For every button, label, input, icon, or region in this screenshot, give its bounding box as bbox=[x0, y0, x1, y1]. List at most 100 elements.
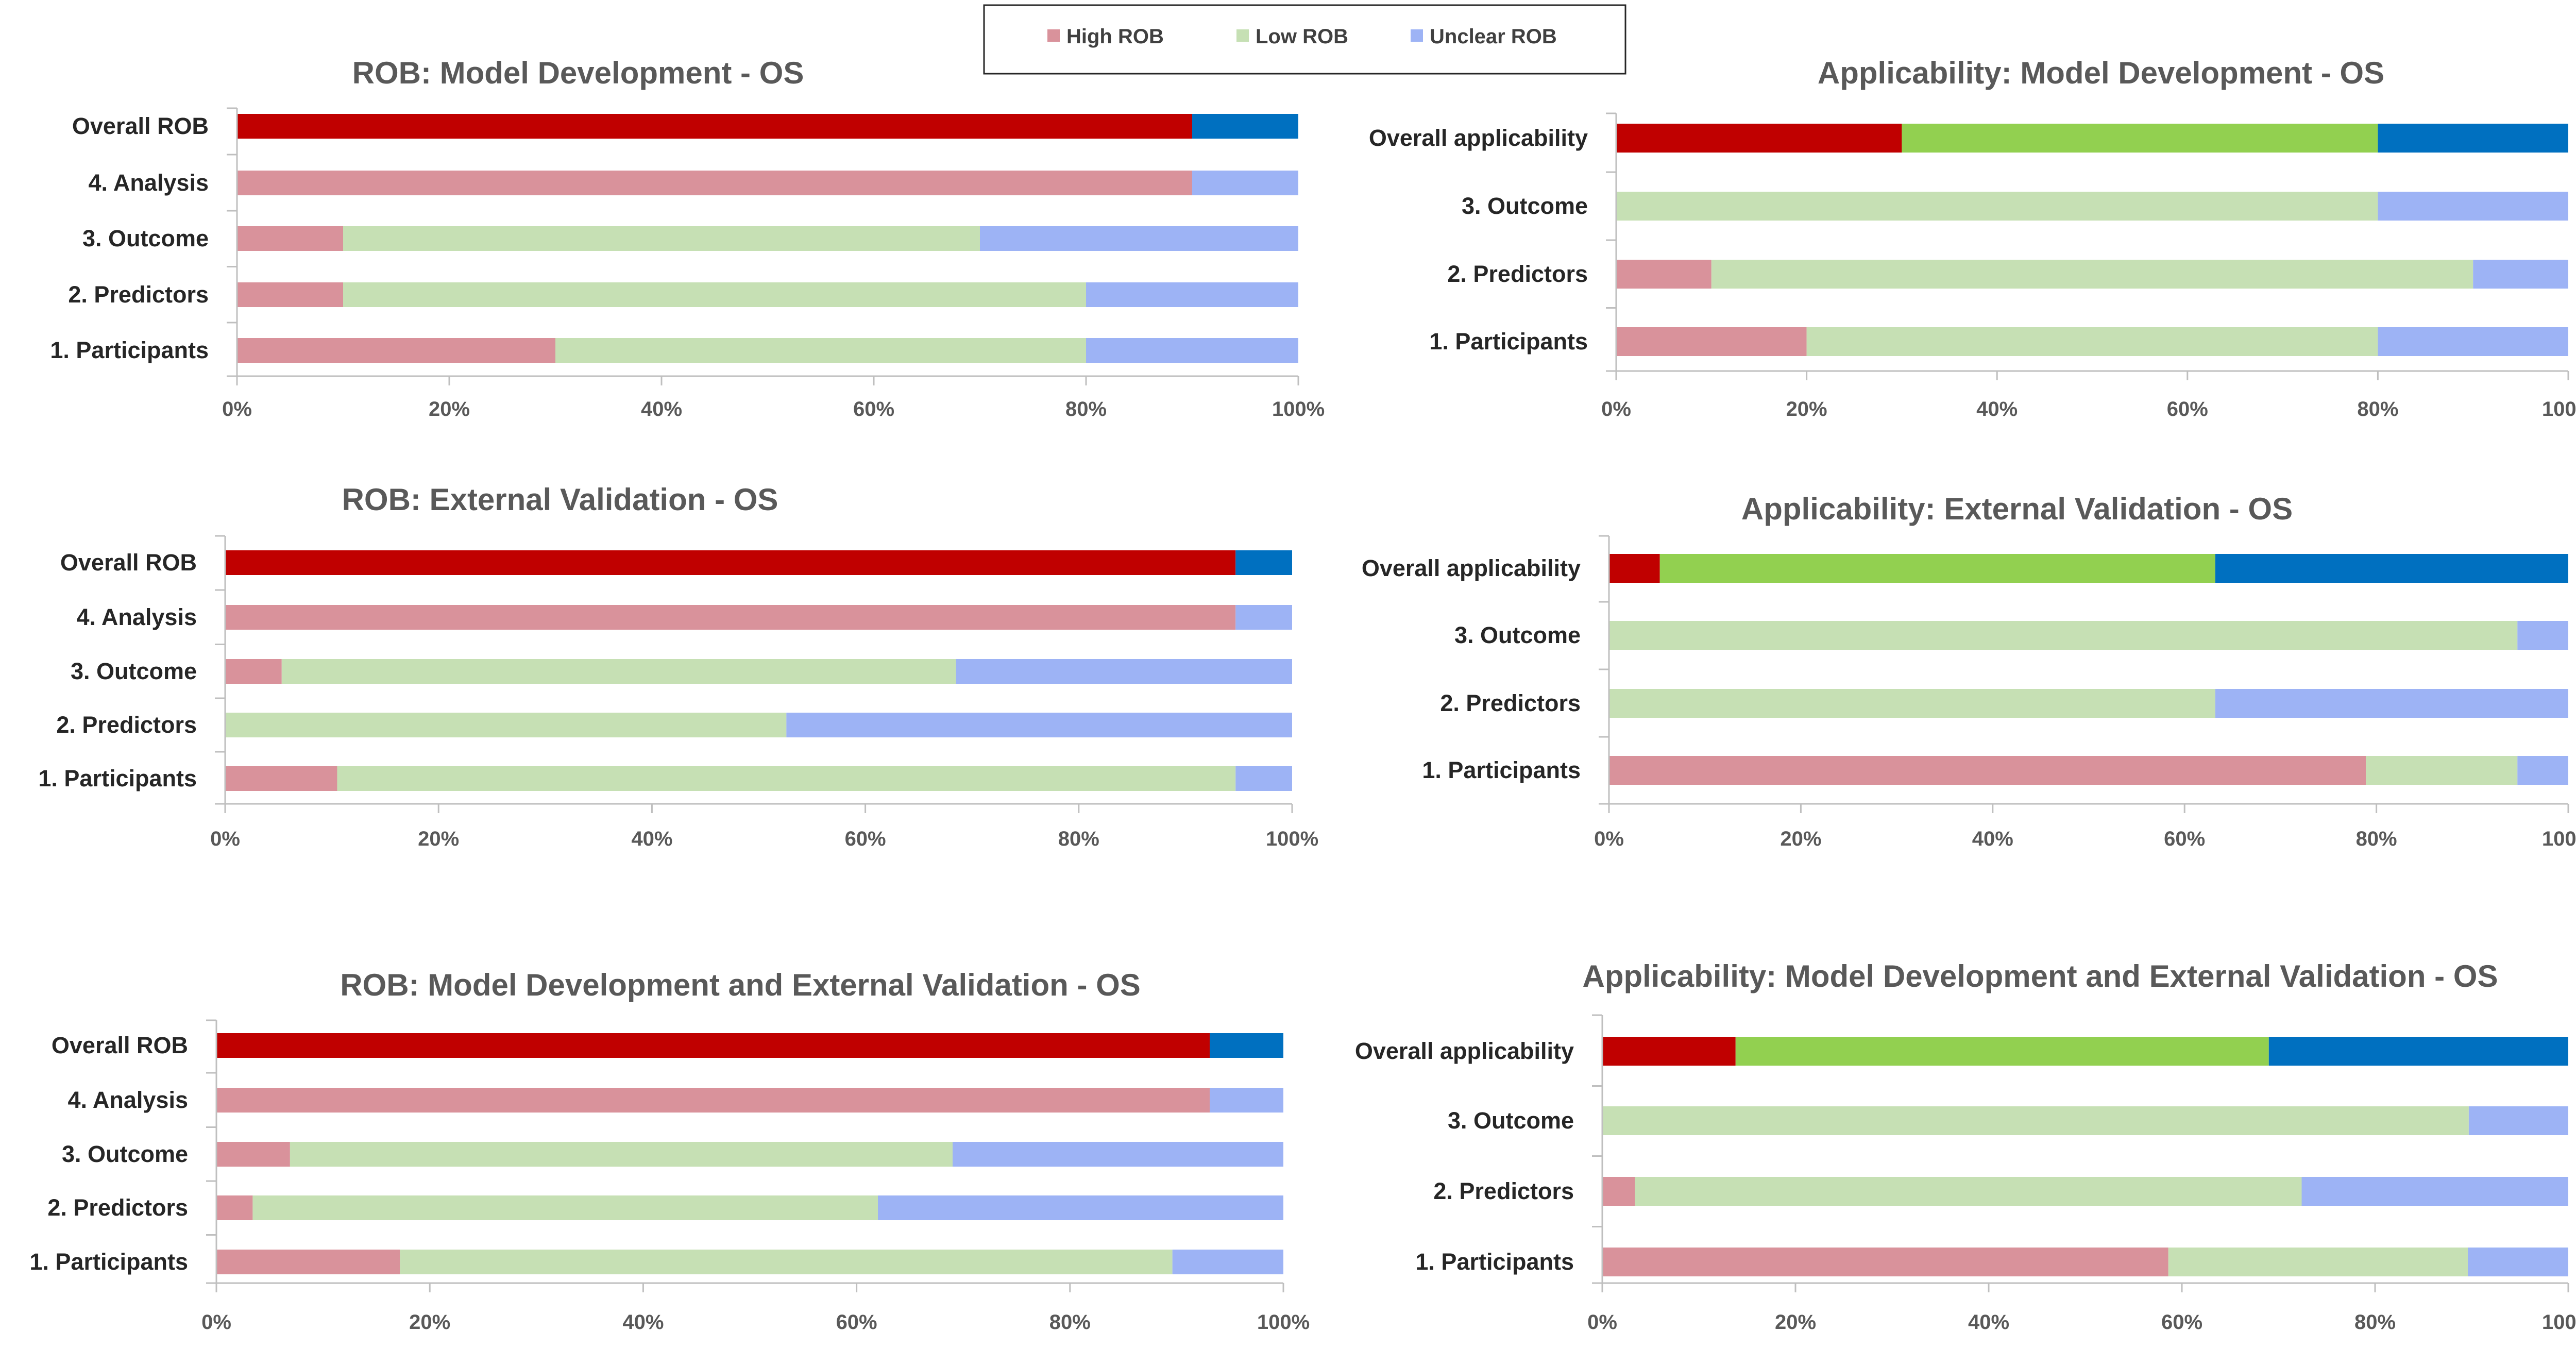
x-tick-label: 0% bbox=[201, 1311, 231, 1334]
bar-segment-high-rob bbox=[225, 550, 1236, 575]
x-tick-label: 100% bbox=[1257, 1311, 1310, 1334]
category-label: 3. Outcome bbox=[82, 225, 209, 251]
legend-item-low-rob: Low ROB bbox=[1236, 25, 1348, 48]
bar-row-1-participants bbox=[1616, 327, 2568, 356]
bar-segment-low-rob bbox=[252, 1195, 878, 1220]
bar-segment-high-rob bbox=[237, 338, 555, 363]
bar-segment-high-rob bbox=[1616, 124, 1902, 153]
bar-segment-high-rob bbox=[1616, 327, 1807, 356]
x-tick-label: 80% bbox=[1065, 398, 1107, 420]
bar-row-2-predictors bbox=[237, 282, 1298, 307]
bar-segment-unclear-rob bbox=[2468, 1106, 2568, 1135]
category-label: 3. Outcome bbox=[1454, 622, 1581, 648]
bar-segment-low-rob bbox=[2366, 756, 2518, 785]
bar-segment-high-rob bbox=[237, 114, 1192, 139]
bar-segment-high-rob bbox=[225, 766, 337, 791]
x-tick-label: 40% bbox=[1968, 1311, 2009, 1334]
x-tick-label: 0% bbox=[1594, 828, 1624, 850]
bar-segment-unclear-rob bbox=[2468, 1248, 2568, 1276]
category-label: Overall applicability bbox=[1369, 125, 1588, 151]
chart-title: Applicability: Model Development - OS bbox=[1818, 56, 2384, 90]
legend-item-unclear-rob: Unclear ROB bbox=[1411, 25, 1557, 48]
bar-row-1-participants bbox=[225, 766, 1292, 791]
legend-swatch-high-rob bbox=[1047, 29, 1060, 42]
category-label: 1. Participants bbox=[50, 337, 209, 363]
x-tick-label: 100% bbox=[1266, 828, 1318, 850]
x-tick-label: 60% bbox=[2164, 828, 2205, 850]
bar-segment-high-rob bbox=[216, 1033, 1210, 1058]
bar-segment-low-rob bbox=[281, 659, 956, 684]
bar-row-3-outcome bbox=[1616, 192, 2568, 221]
bar-segment-low-rob bbox=[1711, 260, 2473, 289]
bar-segment-unclear-rob bbox=[2378, 124, 2568, 153]
bar-segment-low-rob bbox=[1609, 689, 2215, 718]
bar-segment-high-rob bbox=[1609, 756, 2366, 785]
chart-6: Applicability: Model Development and Ext… bbox=[1355, 959, 2576, 1334]
bar-segment-low-rob bbox=[1609, 621, 2518, 650]
bar-segment-unclear-rob bbox=[956, 659, 1292, 684]
x-tick-label: 20% bbox=[1786, 398, 1827, 420]
bar-row-1-participants bbox=[216, 1250, 1283, 1274]
bar-row-overall-applicability bbox=[1616, 124, 2568, 153]
category-label: Overall ROB bbox=[60, 549, 197, 576]
bar-segment-high-rob bbox=[237, 226, 343, 251]
x-tick-label: 60% bbox=[836, 1311, 877, 1334]
bar-segment-low-rob bbox=[343, 282, 1086, 307]
bar-segment-unclear-rob bbox=[1235, 550, 1292, 575]
bar-row-2-predictors bbox=[216, 1195, 1283, 1220]
category-label: 2. Predictors bbox=[47, 1194, 188, 1221]
bar-row-4-analysis bbox=[216, 1088, 1283, 1113]
bar-row-overall-rob bbox=[225, 550, 1292, 575]
bar-segment-unclear-rob bbox=[2215, 554, 2568, 583]
legend-swatch-low-rob bbox=[1236, 29, 1249, 42]
bar-segment-low-rob bbox=[1602, 1106, 2469, 1135]
bar-row-2-predictors bbox=[225, 713, 1292, 737]
chart-4: Applicability: External Validation - OS O… bbox=[1362, 492, 2576, 850]
bar-segment-low-rob bbox=[555, 338, 1086, 363]
bar-row-overall-rob bbox=[216, 1033, 1283, 1058]
bar-segment-high-rob bbox=[1602, 1037, 1736, 1066]
category-label: 3. Outcome bbox=[71, 658, 197, 684]
x-tick-label: 100% bbox=[2542, 398, 2576, 420]
bar-segment-low-rob bbox=[1659, 554, 2215, 583]
bar-segment-low-rob bbox=[400, 1250, 1173, 1274]
chart-1: ROB: Model Development - OS Overall ROB 4.… bbox=[50, 56, 1325, 420]
category-label: 1. Participants bbox=[29, 1249, 188, 1275]
bar-segment-unclear-rob bbox=[1235, 605, 1292, 630]
bar-segment-high-rob bbox=[216, 1250, 400, 1274]
x-tick-label: 20% bbox=[429, 398, 470, 420]
bar-segment-high-rob bbox=[237, 171, 1192, 195]
bar-row-2-predictors bbox=[1616, 260, 2568, 289]
bar-row-3-outcome bbox=[1602, 1106, 2568, 1135]
chart-5: ROB: Model Development and External Vali… bbox=[29, 968, 1310, 1334]
legend: High ROB Low ROB Unclear ROB bbox=[983, 4, 1626, 75]
x-tick-label: 80% bbox=[1049, 1311, 1091, 1334]
x-tick-label: 80% bbox=[2357, 398, 2398, 420]
bar-segment-low-rob bbox=[290, 1142, 953, 1167]
bar-row-2-predictors bbox=[1602, 1177, 2568, 1206]
bar-segment-unclear-rob bbox=[878, 1195, 1283, 1220]
x-tick-label: 100% bbox=[2542, 828, 2576, 850]
bar-row-overall-applicability bbox=[1602, 1037, 2568, 1066]
x-tick-label: 60% bbox=[853, 398, 894, 420]
bar-segment-high-rob bbox=[1616, 260, 1711, 289]
bar-row-4-analysis bbox=[225, 605, 1292, 630]
x-tick-label: 20% bbox=[1780, 828, 1821, 850]
category-label: 1. Participants bbox=[1429, 328, 1588, 355]
category-label: 1. Participants bbox=[38, 765, 197, 791]
bar-row-1-participants bbox=[237, 338, 1298, 363]
bar-segment-low-rob bbox=[2168, 1248, 2468, 1276]
bar-segment-unclear-rob bbox=[980, 226, 1298, 251]
bar-segment-unclear-rob bbox=[2378, 192, 2568, 221]
category-label: 4. Analysis bbox=[77, 604, 197, 630]
bar-segment-unclear-rob bbox=[2517, 756, 2568, 785]
bar-segment-low-rob bbox=[1616, 192, 2378, 221]
category-label: 3. Outcome bbox=[1462, 193, 1588, 219]
bar-segment-high-rob bbox=[216, 1088, 1210, 1113]
category-label: 4. Analysis bbox=[68, 1087, 188, 1113]
category-label: 1. Participants bbox=[1422, 757, 1581, 783]
bar-row-1-participants bbox=[1609, 756, 2568, 785]
chart-3: ROB: External Validation - OS Overall ROB… bbox=[38, 482, 1318, 850]
category-label: 1. Participants bbox=[1415, 1249, 1574, 1275]
bar-segment-high-rob bbox=[225, 605, 1236, 630]
